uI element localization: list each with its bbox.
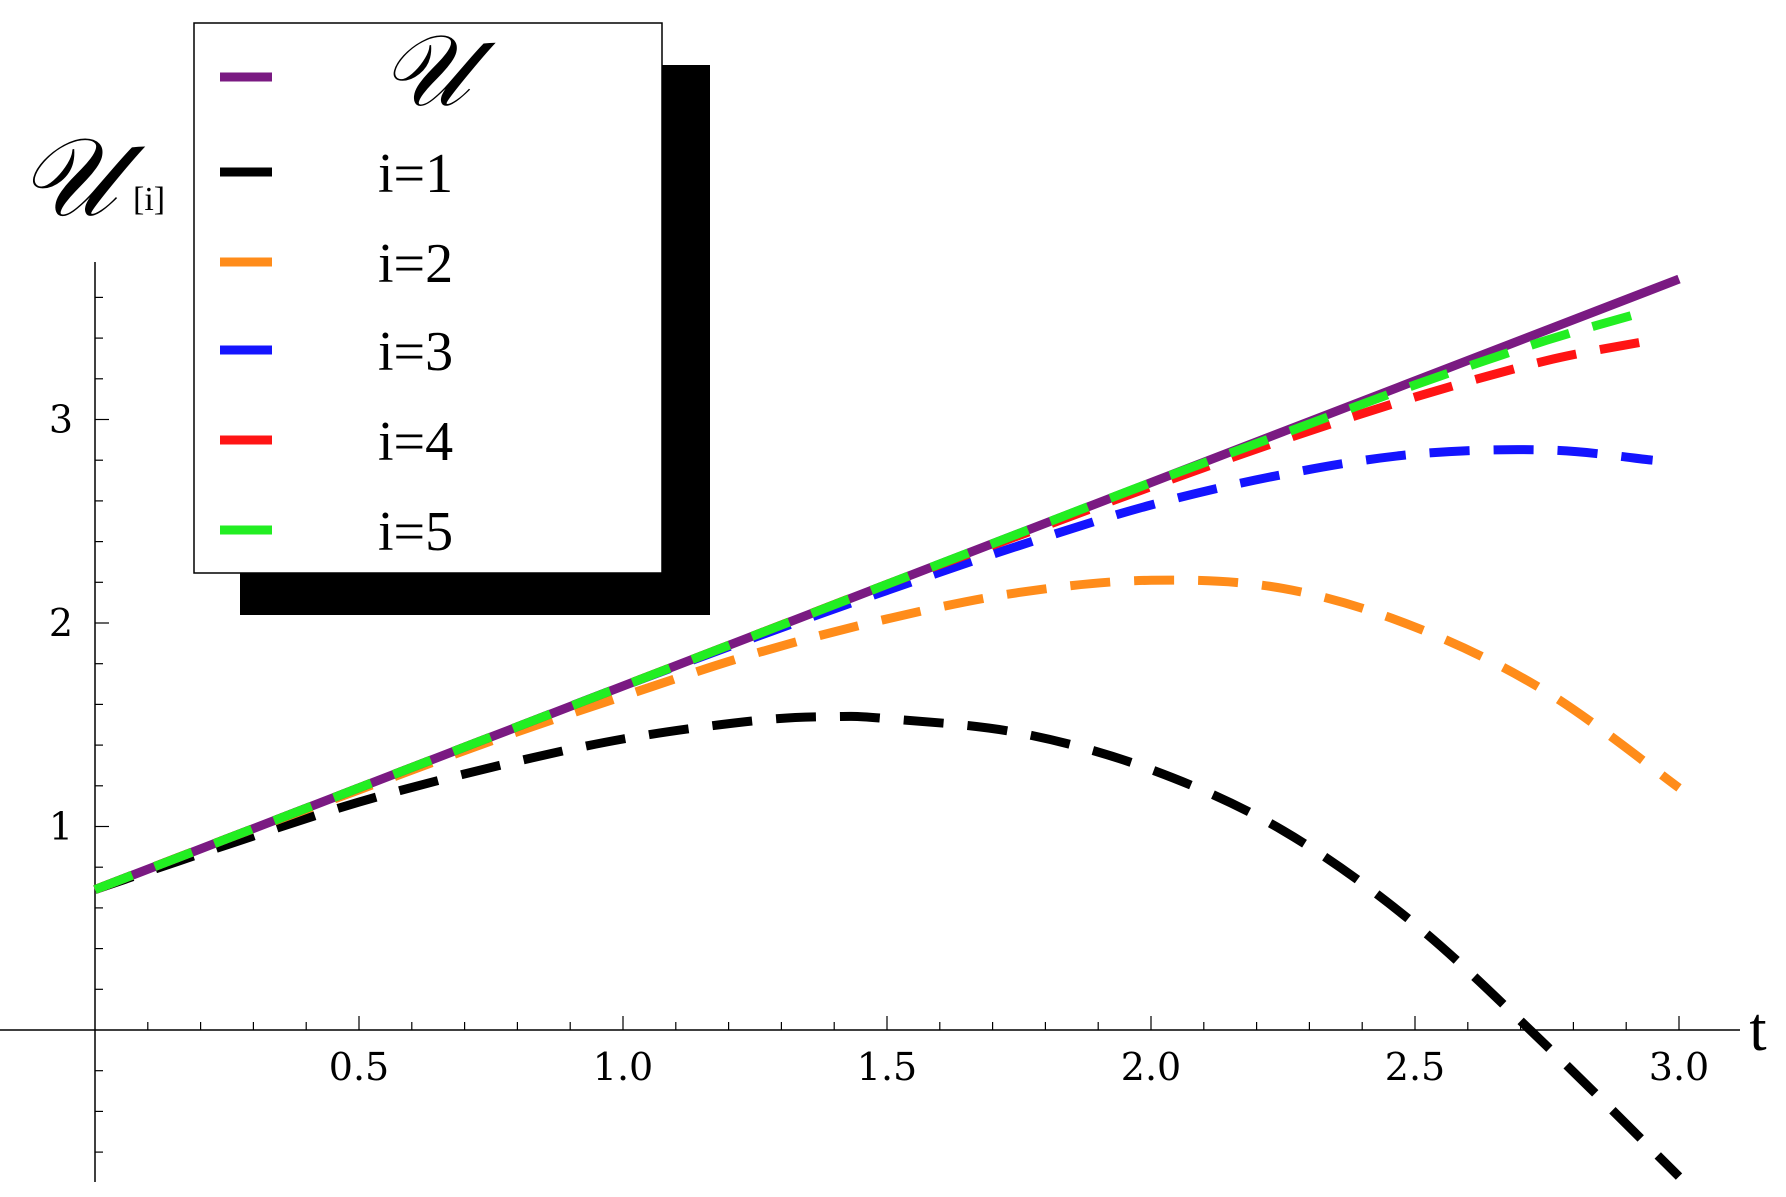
series-line-i5 [93, 305, 1654, 894]
x-tick-label: 1.0 [593, 1045, 653, 1089]
y-axis-title-symbol: 𝒰 [18, 113, 146, 241]
legend-label: i=4 [378, 411, 453, 473]
y-tick-label: 1 [49, 805, 73, 849]
y-axis-title-subscript: [i] [133, 181, 165, 218]
series-line-i2 [93, 575, 1682, 894]
legend-item: i=4 [220, 411, 453, 473]
x-tick-label: 3.0 [1649, 1045, 1709, 1089]
legend-item: i=3 [220, 321, 453, 383]
x-tick-label: 2.5 [1385, 1045, 1445, 1089]
series-line-i1 [93, 711, 1683, 1180]
x-tick-label: 2.0 [1121, 1045, 1181, 1089]
legend: 𝒰i=1i=2i=3i=4i=5 [193, 12, 710, 615]
y-tick-label: 3 [49, 398, 73, 442]
legend-item: i=2 [220, 233, 453, 295]
x-tick-label: 0.5 [329, 1045, 389, 1089]
legend-item: i=5 [220, 501, 453, 563]
legend-item: i=1 [220, 143, 453, 205]
axes: 0.5 1.0 1.5 2.0 2.5 3.0 1 2 3 [0, 262, 1740, 1182]
legend-box [193, 22, 663, 574]
legend-label: i=3 [378, 321, 453, 383]
legend-label: i=2 [378, 233, 453, 295]
series-layer [93, 274, 1683, 1180]
x-axis-title: t [1749, 996, 1766, 1064]
legend-label: i=1 [378, 143, 453, 205]
legend-label: i=5 [378, 501, 453, 563]
x-tick-label: 1.5 [857, 1045, 917, 1089]
y-tick-label: 2 [49, 601, 73, 645]
y-axis-title: 𝒰 [i] [18, 113, 165, 241]
